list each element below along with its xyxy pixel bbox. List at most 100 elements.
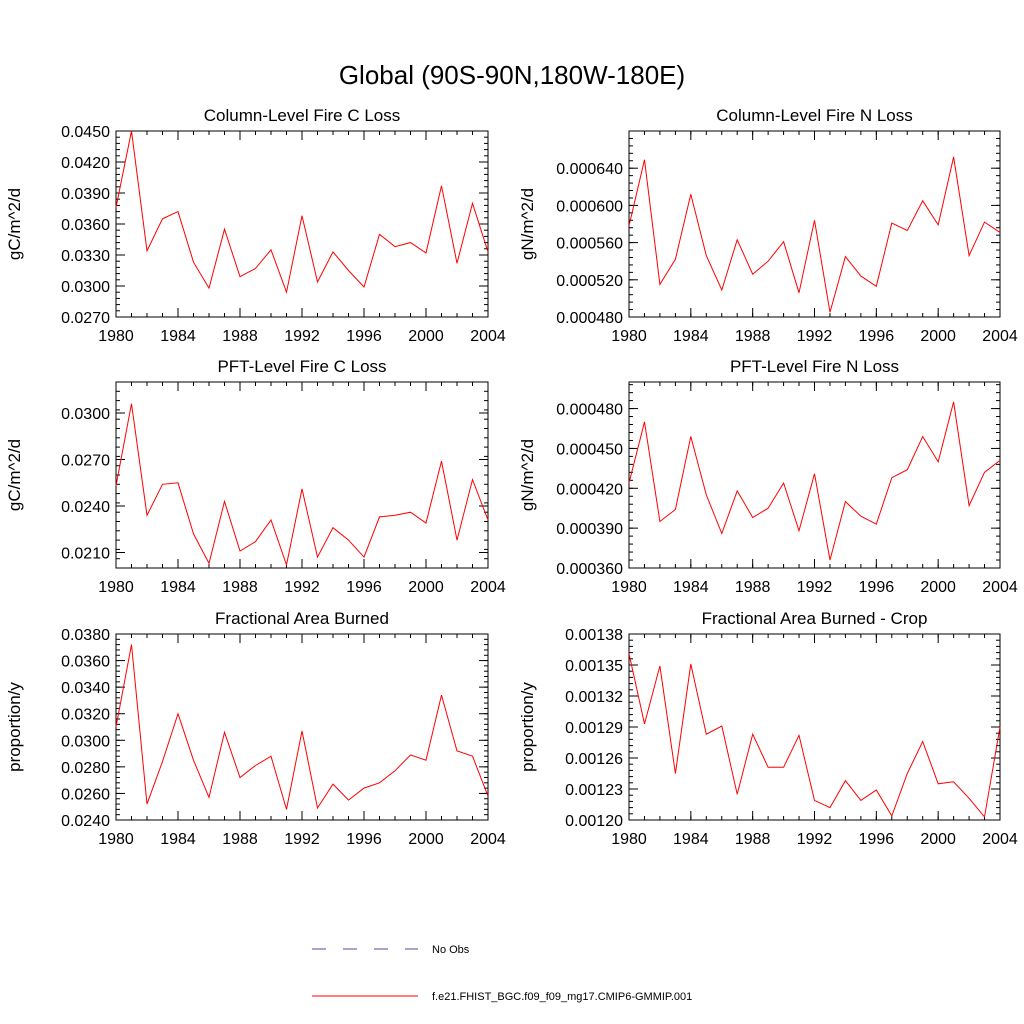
chart-pft-level-fire-c-loss: PFT-Level Fire C Loss gC/m^2/d 1980 1984 198… [5,357,506,596]
series-line-column-level-fire-n-loss [628,156,1001,313]
series-line-fractional-area-burned-crop [628,653,1001,819]
chart-pft-level-fire-n-loss: PFT-Level Fire N Loss gN/m^2/d 1980 1984 198… [518,357,1018,596]
y-axis-label: gC/m^2/d [5,439,24,511]
y-tick-label: 0.0270 [61,453,110,470]
y-tick-label: 0.0450 [61,124,110,141]
x-tick-label: 1988 [222,328,258,345]
x-tick-label: 2000 [920,831,956,848]
x-tick-label: 2004 [982,831,1018,848]
x-tick-label: 2000 [920,328,956,345]
y-tick-label: 0.000480 [556,310,623,327]
legend: No Obs f.e21.FHIST_BGC.f09_f09_mg17.CMIP… [312,944,692,1003]
series-line-pft-level-fire-c-loss [115,403,489,567]
plot-frame [628,130,1001,318]
x-tick-label: 2000 [408,328,444,345]
x-tick-label: 1996 [859,579,895,596]
x-tick-label: 1984 [160,831,196,848]
x-tick-label: 1996 [346,579,382,596]
y-tick-label: 0.000520 [556,273,623,290]
legend-label-model: f.e21.FHIST_BGC.f09_f09_mg17.CMIP6-GMMIP… [432,991,692,1003]
y-tick-label: 0.0320 [61,707,110,724]
y-tick-label: 0.0380 [61,627,110,644]
chart-fractional-area-burned-crop: Fractional Area Burned - Crop proportion/… [518,609,1018,848]
x-tick-label: 1992 [797,328,833,345]
x-tick-label: 1996 [859,328,895,345]
y-tick-label: 0.0270 [61,310,110,327]
x-tick-label: 1992 [284,579,320,596]
x-tick-label: 2000 [408,579,444,596]
x-tick-label: 1984 [160,328,196,345]
x-tick-label: 1980 [98,831,134,848]
y-tick-label: 0.00135 [565,658,623,675]
x-tick-label: 2000 [408,831,444,848]
chart-title: Column-Level Fire N Loss [716,106,913,125]
y-axis-label: gC/m^2/d [5,188,24,260]
chart-column-level-fire-n-loss: Column-Level Fire N Loss gN/m^2/d 1980 1984… [518,106,1018,345]
x-tick-label: 1980 [98,579,134,596]
x-tick-label: 1984 [673,579,709,596]
y-tick-label: 0.0260 [61,786,110,803]
x-tick-label: 2004 [982,328,1018,345]
x-tick-label: 1996 [346,328,382,345]
series-line-fractional-area-burned [115,644,489,810]
chart-panels: Column-Level Fire C Loss gC/m^2/d 1980 1984… [5,106,1018,848]
x-tick-label: 2004 [982,579,1018,596]
y-tick-label: 0.00138 [565,627,623,644]
x-tick-label: 1980 [611,328,647,345]
x-tick-label: 2004 [470,831,506,848]
chart-fractional-area-burned: Fractional Area Burned proportion/y 1980 19… [5,609,506,848]
chart-column-level-fire-c-loss: Column-Level Fire C Loss gC/m^2/d 1980 1984… [5,106,506,345]
chart-title: PFT-Level Fire C Loss [217,357,386,376]
y-tick-label: 0.0300 [61,406,110,423]
x-tick-label: 2000 [920,579,956,596]
x-tick-label: 1988 [735,328,771,345]
x-tick-label: 1980 [98,328,134,345]
y-tick-label: 0.000360 [556,561,623,578]
series-line-pft-level-fire-n-loss [628,401,1001,561]
x-tick-label: 1988 [735,579,771,596]
y-tick-label: 0.0240 [61,499,110,516]
x-tick-label: 1996 [346,831,382,848]
y-tick-label: 0.000390 [556,521,623,538]
y-axis-label: proportion/y [5,682,24,772]
chart-title: Fractional Area Burned - Crop [702,609,928,628]
x-tick-label: 1992 [284,831,320,848]
x-tick-label: 1980 [611,579,647,596]
y-tick-label: 0.000560 [556,236,623,253]
y-tick-label: 0.0240 [61,813,110,830]
x-tick-label: 1988 [735,831,771,848]
x-tick-label: 2004 [470,328,506,345]
y-axis-label: gN/m^2/d [518,188,537,260]
figure-title: Global (90S-90N,180W-180E) [339,60,685,90]
y-tick-label: 0.0390 [61,186,110,203]
y-tick-label: 0.0210 [61,546,110,563]
y-axis-label: gN/m^2/d [518,439,537,511]
x-tick-label: 1996 [859,831,895,848]
plot-frame [115,633,489,821]
x-tick-label: 1984 [673,328,709,345]
y-tick-label: 0.0340 [61,680,110,697]
chart-title: Fractional Area Burned [215,609,389,628]
x-tick-label: 2004 [470,579,506,596]
y-tick-label: 0.000420 [556,481,623,498]
y-tick-label: 0.000480 [556,402,623,419]
series-line-column-level-fire-c-loss [115,130,489,295]
y-tick-label: 0.0420 [61,155,110,172]
y-tick-label: 0.0360 [61,654,110,671]
x-tick-label: 1980 [611,831,647,848]
x-tick-label: 1988 [222,831,258,848]
y-tick-label: 0.000600 [556,198,623,215]
y-tick-label: 0.00126 [565,751,623,768]
y-tick-label: 0.00120 [565,813,623,830]
y-tick-label: 0.000450 [556,441,623,458]
y-tick-label: 0.000640 [556,161,623,178]
x-tick-label: 1992 [797,831,833,848]
legend-label-no-obs: No Obs [432,944,470,956]
x-tick-label: 1984 [673,831,709,848]
y-tick-label: 0.0360 [61,217,110,234]
y-tick-label: 0.00123 [565,782,623,799]
plot-frame [628,633,1001,821]
x-tick-label: 1992 [797,579,833,596]
y-axis-label: proportion/y [518,682,537,772]
y-tick-label: 0.0330 [61,248,110,265]
